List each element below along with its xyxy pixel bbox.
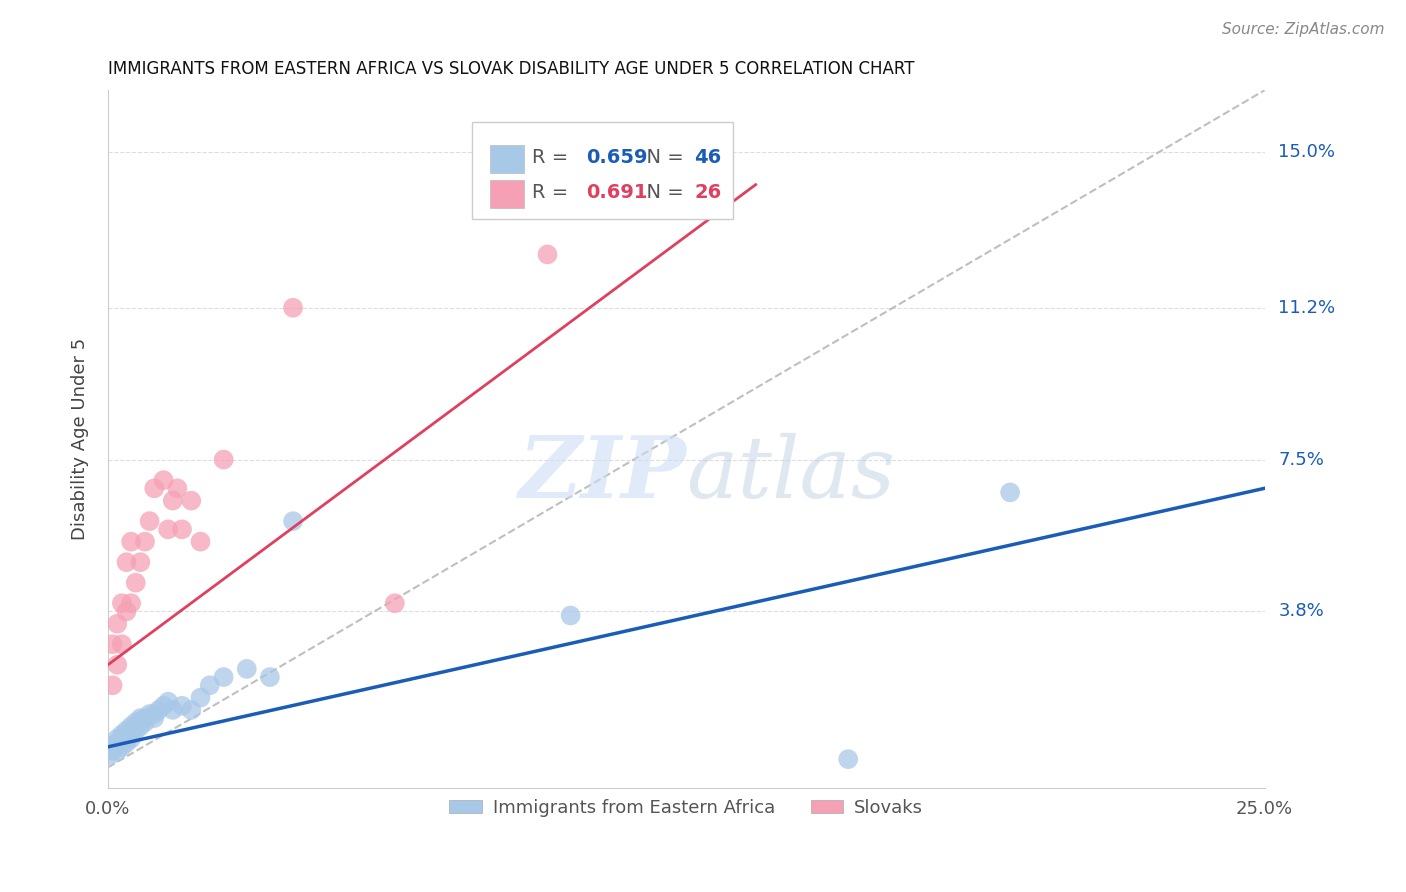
Legend: Immigrants from Eastern Africa, Slovaks: Immigrants from Eastern Africa, Slovaks bbox=[441, 792, 931, 824]
Point bbox=[105, 736, 128, 750]
Point bbox=[120, 731, 142, 746]
Point bbox=[105, 744, 128, 758]
Text: 0.659: 0.659 bbox=[586, 148, 647, 168]
Text: IMMIGRANTS FROM EASTERN AFRICA VS SLOVAK DISABILITY AGE UNDER 5 CORRELATION CHAR: IMMIGRANTS FROM EASTERN AFRICA VS SLOVAK… bbox=[108, 60, 914, 78]
Point bbox=[125, 575, 148, 590]
Point bbox=[101, 678, 124, 692]
Point bbox=[115, 727, 138, 741]
Point bbox=[134, 534, 156, 549]
Point bbox=[170, 698, 193, 713]
Point bbox=[998, 485, 1021, 500]
Point bbox=[212, 670, 235, 684]
Text: 46: 46 bbox=[695, 148, 721, 168]
Y-axis label: Disability Age Under 5: Disability Age Under 5 bbox=[72, 338, 89, 541]
Point bbox=[162, 703, 184, 717]
Point bbox=[115, 723, 138, 738]
Point bbox=[111, 731, 134, 746]
Point bbox=[180, 493, 202, 508]
Text: 26: 26 bbox=[695, 184, 721, 202]
Point bbox=[138, 706, 160, 721]
Point bbox=[120, 719, 142, 733]
Point bbox=[115, 736, 138, 750]
Point bbox=[138, 514, 160, 528]
Point bbox=[115, 555, 138, 569]
Point bbox=[105, 657, 128, 672]
Point bbox=[129, 715, 152, 730]
Point bbox=[837, 752, 859, 766]
Point bbox=[105, 736, 128, 750]
Point bbox=[157, 522, 180, 536]
Point bbox=[125, 723, 148, 738]
Point bbox=[536, 247, 558, 261]
Point bbox=[101, 744, 124, 758]
Point bbox=[129, 711, 152, 725]
Point bbox=[111, 727, 134, 741]
Point bbox=[148, 703, 170, 717]
Point bbox=[281, 301, 304, 315]
Text: N =: N = bbox=[634, 148, 690, 168]
Point bbox=[125, 715, 148, 730]
Text: 15.0%: 15.0% bbox=[1278, 143, 1336, 161]
Point bbox=[111, 596, 134, 610]
Text: ZIP: ZIP bbox=[519, 433, 686, 516]
Point bbox=[281, 514, 304, 528]
Point bbox=[105, 616, 128, 631]
Point bbox=[111, 731, 134, 746]
Text: 0.691: 0.691 bbox=[586, 184, 647, 202]
Point bbox=[120, 723, 142, 738]
Point bbox=[115, 731, 138, 746]
Point bbox=[111, 637, 134, 651]
Point bbox=[120, 727, 142, 741]
Point bbox=[125, 719, 148, 733]
Point bbox=[134, 711, 156, 725]
Text: 11.2%: 11.2% bbox=[1278, 299, 1336, 317]
Point bbox=[134, 715, 156, 730]
Point bbox=[198, 678, 221, 692]
Point bbox=[162, 493, 184, 508]
Point bbox=[98, 747, 121, 762]
Point bbox=[560, 608, 582, 623]
Point bbox=[115, 604, 138, 618]
Point bbox=[152, 473, 174, 487]
Point bbox=[212, 452, 235, 467]
Point bbox=[129, 719, 152, 733]
Point bbox=[104, 739, 127, 754]
Point bbox=[105, 731, 128, 746]
Text: Source: ZipAtlas.com: Source: ZipAtlas.com bbox=[1222, 22, 1385, 37]
Point bbox=[180, 703, 202, 717]
Text: N =: N = bbox=[634, 184, 690, 202]
Point bbox=[143, 711, 166, 725]
Point bbox=[170, 522, 193, 536]
Text: 3.8%: 3.8% bbox=[1278, 602, 1324, 621]
FancyBboxPatch shape bbox=[489, 180, 524, 208]
FancyBboxPatch shape bbox=[489, 145, 524, 173]
Point bbox=[111, 739, 134, 754]
Point bbox=[120, 534, 142, 549]
Point bbox=[101, 739, 124, 754]
Point bbox=[190, 534, 212, 549]
Point bbox=[259, 670, 281, 684]
Text: atlas: atlas bbox=[686, 433, 896, 516]
Point bbox=[101, 637, 124, 651]
Point bbox=[129, 555, 152, 569]
Point bbox=[166, 481, 188, 495]
Point bbox=[236, 662, 259, 676]
Text: R =: R = bbox=[533, 148, 575, 168]
Point bbox=[120, 596, 142, 610]
Point bbox=[152, 698, 174, 713]
Point bbox=[157, 695, 180, 709]
FancyBboxPatch shape bbox=[472, 121, 733, 219]
Text: R =: R = bbox=[533, 184, 575, 202]
Text: 7.5%: 7.5% bbox=[1278, 450, 1324, 468]
Point bbox=[143, 706, 166, 721]
Point bbox=[384, 596, 406, 610]
Point bbox=[143, 481, 166, 495]
Point bbox=[190, 690, 212, 705]
